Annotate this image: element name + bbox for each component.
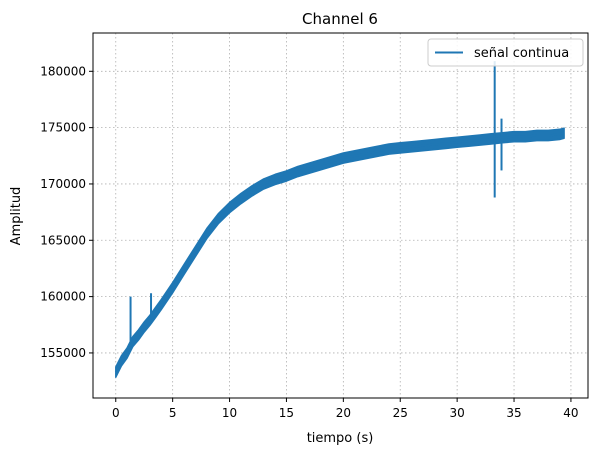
x-tick-label: 10 (222, 406, 237, 420)
x-tick-label: 5 (169, 406, 177, 420)
signal-band (115, 127, 565, 378)
y-tick-label: 170000 (40, 177, 86, 191)
y-tick-label: 155000 (40, 346, 86, 360)
y-tick-label: 165000 (40, 233, 86, 247)
x-tick-label: 0 (112, 406, 120, 420)
x-tick-label: 25 (393, 406, 408, 420)
x-tick-label: 30 (449, 406, 464, 420)
y-tick-label: 160000 (40, 290, 86, 304)
y-tick-label: 175000 (40, 121, 86, 135)
spikes (129, 61, 503, 348)
grid (93, 33, 588, 398)
y-axis-ticks: 155000 160000 165000 170000 175000 180000 (40, 64, 93, 360)
series-lines (114, 132, 565, 373)
legend-label: señal continua (474, 46, 569, 61)
plot-frame (92, 32, 589, 399)
x-tick-label: 20 (336, 406, 351, 420)
y-axis-label: Amplitud (9, 187, 24, 246)
y-tick-label: 180000 (40, 64, 86, 78)
x-tick-label: 15 (279, 406, 294, 420)
series-line (114, 132, 565, 373)
x-tick-label: 40 (563, 406, 578, 420)
x-axis-ticks: 0 5 10 15 20 25 30 35 40 (112, 398, 579, 420)
legend-box (427, 38, 584, 67)
x-tick-label: 35 (506, 406, 521, 420)
chart-title: Channel 6 (302, 10, 378, 28)
x-axis-label: tiempo (s) (307, 431, 374, 446)
legend: señal continua (427, 38, 584, 67)
noise-band (115, 127, 565, 378)
